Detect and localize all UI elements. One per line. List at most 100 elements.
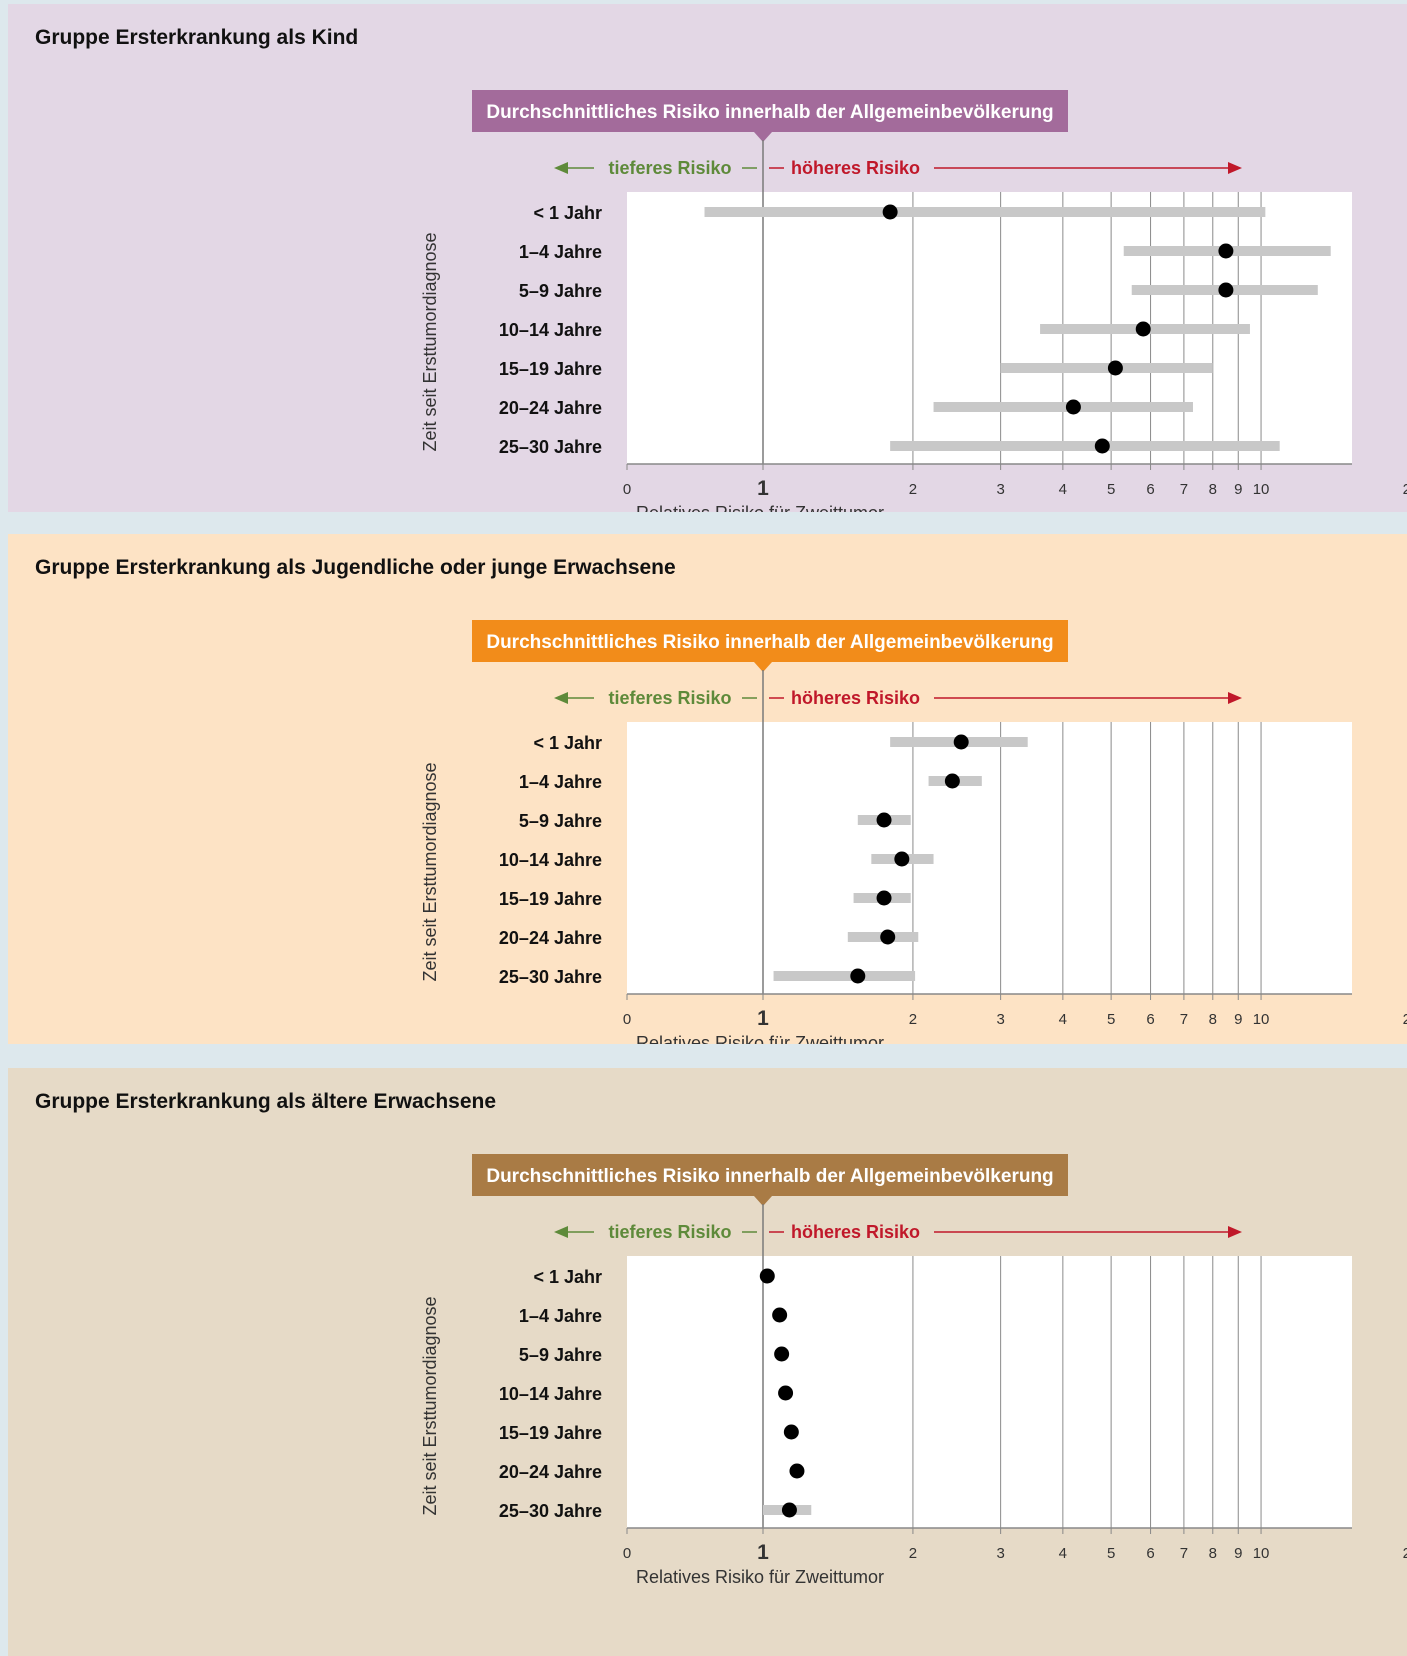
point-estimate: [1218, 282, 1234, 298]
higher-risk-label: höheres Risiko: [791, 1222, 920, 1242]
point-estimate: [772, 1307, 788, 1323]
x-tick-label: 1: [757, 1007, 769, 1030]
category-label: 25–30 Jahre: [499, 1501, 602, 1521]
category-label: 15–19 Jahre: [499, 889, 602, 909]
banner-box: [472, 620, 1068, 662]
point-estimate: [778, 1385, 794, 1401]
banner-box: [472, 90, 1068, 132]
x-tick-label: 2: [909, 481, 917, 498]
point-estimate: [774, 1346, 790, 1362]
x-tick-label: 8: [1209, 1545, 1217, 1562]
category-label: 25–30 Jahre: [499, 437, 602, 457]
x-tick-label: 1: [757, 477, 769, 500]
confidence-interval: [704, 207, 1266, 217]
banner-pointer: [754, 132, 772, 142]
higher-arrow-head: [1228, 162, 1242, 174]
point-estimate: [759, 1268, 775, 1284]
x-tick-label: 0: [623, 1011, 631, 1028]
point-estimate: [882, 204, 898, 220]
point-estimate: [783, 1424, 799, 1440]
point-estimate: [894, 851, 910, 867]
banner-text: Durchschnittliches Risiko innerhalb der …: [486, 102, 1053, 123]
panel-adult: Gruppe Ersterkrankung als ältere Erwachs…: [8, 1068, 1407, 1656]
x-tick-label: 4: [1059, 1011, 1067, 1028]
panel-youth: Gruppe Ersterkrankung als Jugendliche od…: [8, 534, 1407, 1044]
panel-title: Gruppe Ersterkrankung als ältere Erwachs…: [35, 1090, 497, 1113]
point-estimate: [1135, 321, 1151, 337]
panel-child: Gruppe Ersterkrankung als Kind Durchschn…: [8, 4, 1407, 512]
x-tick-label: 8: [1209, 481, 1217, 498]
confidence-interval: [773, 971, 916, 981]
x-tick-label: 2: [909, 1011, 917, 1028]
higher-arrow-head: [1228, 692, 1242, 704]
point-estimate: [880, 929, 896, 945]
point-estimate: [781, 1502, 797, 1518]
lower-arrow-head: [554, 692, 568, 704]
banner-text: Durchschnittliches Risiko innerhalb der …: [486, 632, 1053, 653]
x-tick-label: 6: [1146, 1011, 1154, 1028]
plot-area: [627, 722, 1352, 994]
confidence-interval: [890, 441, 1280, 451]
point-estimate: [850, 968, 866, 984]
x-tick-label: 3: [996, 481, 1004, 498]
x-tick-label: 9: [1234, 1011, 1242, 1028]
x-tick-label: 10: [1253, 1011, 1270, 1028]
x-tick-label: 8: [1209, 1011, 1217, 1028]
category-label: < 1 Jahr: [533, 1267, 602, 1287]
x-tick-label: 6: [1146, 1545, 1154, 1562]
panel-title: Gruppe Ersterkrankung als Jugendliche od…: [35, 556, 676, 579]
x-tick-label: 7: [1180, 1011, 1188, 1028]
point-estimate: [789, 1463, 805, 1479]
lower-risk-label: tieferes Risiko: [608, 688, 731, 708]
banner-box: [472, 1154, 1068, 1196]
point-estimate: [944, 773, 960, 789]
category-label: 20–24 Jahre: [499, 1462, 602, 1482]
banner-text: Durchschnittliches Risiko innerhalb der …: [486, 1166, 1053, 1187]
point-estimate: [1065, 399, 1081, 415]
banner-pointer: [754, 662, 772, 672]
point-estimate: [1218, 243, 1234, 259]
y-axis-title: Zeit seit Ersttumordiagnose: [420, 1296, 440, 1515]
category-label: 15–19 Jahre: [499, 1423, 602, 1443]
x-tick-label: 5: [1107, 481, 1115, 498]
point-estimate: [1107, 360, 1123, 376]
category-label: 5–9 Jahre: [519, 1345, 602, 1365]
point-estimate: [1094, 438, 1110, 454]
point-estimate: [876, 812, 892, 828]
x-tick-label: 0: [623, 481, 631, 498]
x-tick-label: 9: [1234, 481, 1242, 498]
x-axis-title: Relatives Risiko für Zweittumor: [636, 1567, 884, 1587]
confidence-interval: [933, 402, 1193, 412]
category-label: 1–4 Jahre: [519, 242, 602, 262]
y-axis-title: Zeit seit Ersttumordiagnose: [420, 762, 440, 981]
lower-risk-label: tieferes Risiko: [608, 158, 731, 178]
x-tick-label: 7: [1180, 1545, 1188, 1562]
category-label: 5–9 Jahre: [519, 281, 602, 301]
x-tick-label: 3: [996, 1011, 1004, 1028]
x-tick-label: 20: [1403, 1545, 1407, 1562]
x-tick-label: 5: [1107, 1011, 1115, 1028]
higher-risk-label: höheres Risiko: [791, 688, 920, 708]
category-label: 5–9 Jahre: [519, 811, 602, 831]
category-label: 20–24 Jahre: [499, 928, 602, 948]
higher-arrow-head: [1228, 1226, 1242, 1238]
lower-risk-label: tieferes Risiko: [608, 1222, 731, 1242]
category-label: 10–14 Jahre: [499, 850, 602, 870]
x-tick-label: 4: [1059, 1545, 1067, 1562]
category-label: 20–24 Jahre: [499, 398, 602, 418]
category-label: < 1 Jahr: [533, 733, 602, 753]
y-axis-title: Zeit seit Ersttumordiagnose: [420, 232, 440, 451]
category-label: 1–4 Jahre: [519, 1306, 602, 1326]
forest-plot-youth: Durchschnittliches Risiko innerhalb der …: [420, 620, 1407, 1044]
x-tick-label: 3: [996, 1545, 1004, 1562]
x-tick-label: 5: [1107, 1545, 1115, 1562]
category-label: 25–30 Jahre: [499, 967, 602, 987]
x-tick-label: 6: [1146, 481, 1154, 498]
panel-title: Gruppe Ersterkrankung als Kind: [35, 26, 359, 49]
category-label: 1–4 Jahre: [519, 772, 602, 792]
higher-risk-label: höheres Risiko: [791, 158, 920, 178]
x-tick-label: 10: [1253, 481, 1270, 498]
x-tick-label: 4: [1059, 481, 1067, 498]
category-label: 10–14 Jahre: [499, 1384, 602, 1404]
point-estimate: [953, 734, 969, 750]
